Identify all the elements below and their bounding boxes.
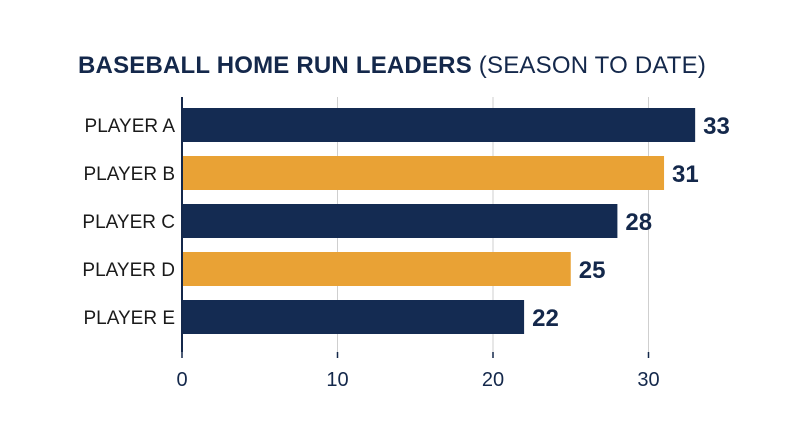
- tick-label: 10: [326, 369, 348, 391]
- tick-label: 0: [176, 369, 187, 391]
- bar-player-d: [182, 252, 571, 286]
- category-label: PLAYER A: [85, 116, 176, 137]
- value-label: 33: [703, 113, 730, 140]
- category-label: PLAYER B: [83, 164, 175, 185]
- category-label: PLAYER C: [82, 212, 175, 233]
- bar-player-e: [182, 300, 525, 334]
- chart-title: BASEBALL HOME RUN LEADERS (SEASON TO DAT…: [78, 52, 706, 80]
- tick-label: 20: [482, 369, 504, 391]
- bar-player-b: [182, 156, 665, 190]
- chart-title-main: BASEBALL HOME RUN LEADERS: [78, 52, 472, 79]
- tick-label: 30: [637, 369, 659, 391]
- bar-player-c: [182, 204, 618, 238]
- value-label: 31: [672, 161, 699, 188]
- category-label: PLAYER E: [83, 308, 175, 329]
- bar-player-a: [182, 108, 696, 142]
- value-label: 25: [579, 257, 606, 284]
- value-label: 22: [532, 305, 559, 332]
- chart-title-sub: (SEASON TO DATE): [478, 52, 707, 79]
- category-label: PLAYER D: [82, 260, 175, 281]
- value-label: 28: [625, 209, 652, 236]
